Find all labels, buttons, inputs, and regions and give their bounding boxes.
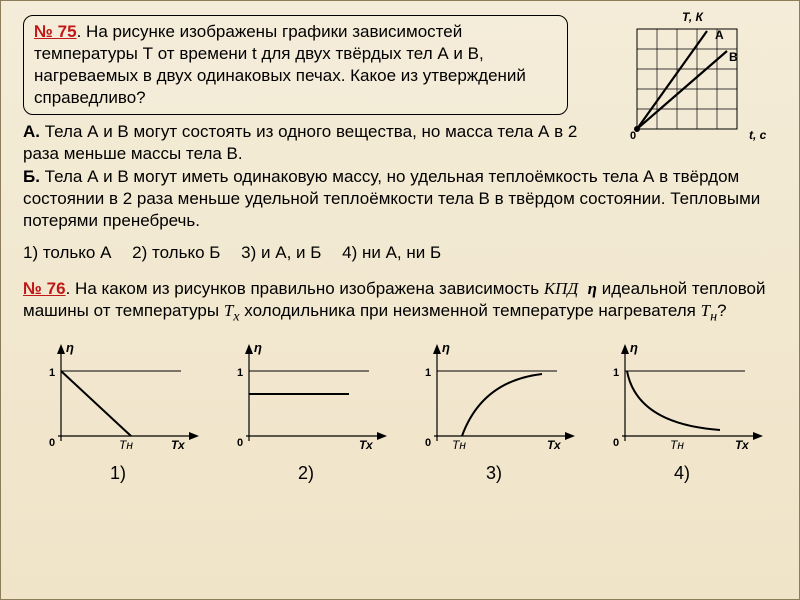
q76-label-3: 3) [409,463,579,484]
q75-chart: Т, К А В 0 t, с [607,11,777,146]
svg-text:Тн: Тн [452,438,466,452]
q75-opt-1: 1) только А [23,243,111,262]
svg-text:η: η [254,340,262,355]
q75-statement-b: Б. Тела А и В могут иметь одинаковую мас… [23,166,777,232]
q76-chart-4: 1 0 η Тн Тх 4) [597,336,767,484]
svg-text:Тн: Тн [670,438,684,452]
q75-opt-4: 4) ни А, ни Б [342,243,441,262]
svg-text:η: η [630,340,638,355]
q75-statement-a: А. Тела А и В могут состоять из одного в… [23,121,583,165]
q75-y-axis-label: Т, К [682,11,705,24]
q75-options: 1) только А 2) только Б 3) и А, и Б 4) н… [23,242,777,264]
svg-text:1: 1 [425,367,431,379]
svg-text:1: 1 [613,367,619,379]
q76-chart-3: 1 0 η Тн Тх 3) [409,336,579,484]
svg-text:1: 1 [237,367,243,379]
q76-curve-3 [462,374,542,436]
q76-label-2: 2) [221,463,391,484]
q76-curve-1 [61,371,131,436]
svg-text:η: η [66,340,74,355]
svg-text:Тх: Тх [171,438,186,452]
q76-number: № 76 [23,279,66,298]
q75-origin-label: 0 [630,130,636,141]
svg-text:Тн: Тн [119,438,133,452]
question-76: № 76. На каком из рисунков правильно изо… [23,278,777,326]
q75-label-b: В [729,50,738,64]
q76-curve-4 [627,371,720,430]
q76-label-4: 4) [597,463,767,484]
svg-text:0: 0 [237,437,243,449]
q75-x-axis-label: t, с [749,128,767,141]
svg-text:0: 0 [613,437,619,449]
svg-text:0: 0 [49,437,55,449]
q75-label-a: А [715,28,724,42]
svg-text:Тх: Тх [359,438,374,452]
q75-chart-svg: Т, К А В 0 t, с [607,11,777,141]
q75-opt-3: 3) и А, и Б [241,243,321,262]
q75-number: № 75 [34,22,77,41]
svg-text:η: η [442,340,450,355]
svg-text:0: 0 [425,437,431,449]
svg-text:Тх: Тх [547,438,562,452]
q75-line-a [637,31,707,129]
question-75-box: № 75. На рисунке изображены графики зави… [23,15,568,115]
q75-opt-2: 2) только Б [132,243,220,262]
q76-chart-1: 1 0 η Тн Тх 1) [33,336,203,484]
q75-line-b [637,51,727,129]
q76-charts-row: 1 0 η Тн Тх 1) 1 0 η Тх 2) [23,336,777,484]
svg-text:1: 1 [49,367,55,379]
q75-prompt: . На рисунке изображены графики зависимо… [34,22,526,107]
svg-text:Тх: Тх [735,438,750,452]
q76-chart-2: 1 0 η Тх 2) [221,336,391,484]
q75-grid-border [637,29,737,129]
q76-label-1: 1) [33,463,203,484]
